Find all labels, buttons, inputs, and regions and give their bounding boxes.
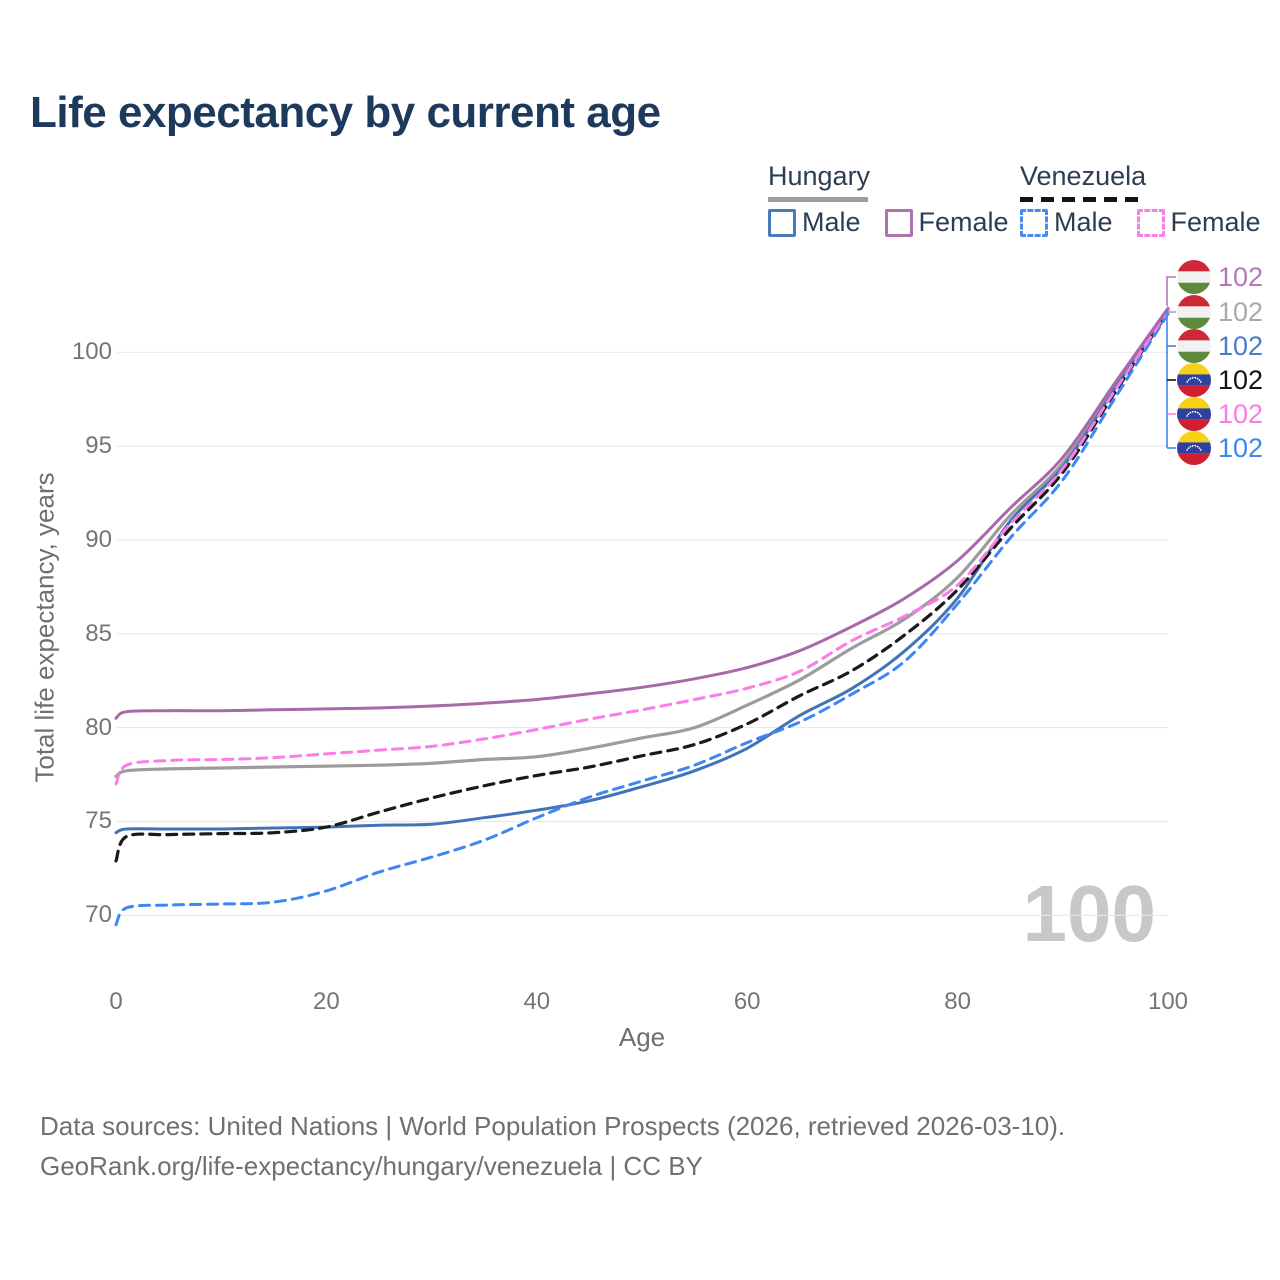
legend-venezuela-male-label[interactable]: Male [1054,207,1113,237]
y-tick-label-100: 100 [71,338,112,366]
x-axis-title: Age [618,1022,666,1052]
end-label-value-hu-female: 102 [1218,261,1264,292]
venezuela-flag-icon [1177,363,1211,397]
legend-swatch-venezuela-male[interactable] [1020,208,1048,237]
y-tick-label-85: 85 [85,619,112,647]
legend-swatch-hungary-female[interactable] [884,208,913,237]
data-source-line1: Data sources: United Nations | World Pop… [40,1111,1066,1141]
venezuela-flag-icon [1177,431,1211,465]
age-watermark: 100 [1022,869,1156,958]
legend-hungary-male-label[interactable]: Male [802,207,861,237]
x-tick-label-40: 40 [523,988,551,1015]
end-label-value-ve-total: 102 [1218,364,1264,395]
x-tick-label-0: 0 [109,988,123,1015]
venezuela-flag-icon [1177,397,1211,431]
legend-venezuela-line-sample [1020,197,1142,202]
series-line-hu-female[interactable] [114,306,1170,720]
y-tick-label-80: 80 [85,713,112,741]
legend-hungary-female-label[interactable]: Female [918,207,1009,237]
data-source-note: Data sources: United Nations | World Pop… [40,1106,1190,1187]
end-label-connector [1166,276,1176,306]
end-label-value-hu-male: 102 [1218,330,1264,361]
end-label-row-hu-total: 102 [1177,295,1263,329]
end-label-value-hu-total: 102 [1218,296,1264,327]
series-line-ve-female[interactable] [114,309,1170,786]
series-line-hu-male[interactable] [114,308,1170,835]
y-tick-label-90: 90 [85,525,112,553]
legend-hungary-line-sample [768,197,868,202]
y-tick-label-70: 70 [85,901,112,929]
end-label-row-ve-male: 102 [1177,431,1263,465]
x-tick-label-80: 80 [944,988,971,1015]
page-title: Life expectancy by current age [30,88,661,137]
legend-swatch-hungary-male[interactable] [768,208,796,237]
data-source-line2: GeoRank.org/life-expectancy/hungary/vene… [40,1151,703,1182]
end-label-value-ve-female: 102 [1218,398,1264,429]
legend-swatch-venezuela-female[interactable] [1136,208,1165,237]
end-label-row-hu-male: 102 [1177,329,1263,363]
series-line-ve-male[interactable] [114,312,1170,927]
end-label-row-ve-female: 102 [1177,397,1263,431]
end-label-value-ve-male: 102 [1218,432,1264,463]
series-line-ve-total[interactable] [114,310,1170,863]
legend-hungary-label[interactable]: Hungary [768,161,871,191]
end-label-row-hu-female: 102 [1177,260,1263,294]
x-tick-label-20: 20 [313,988,340,1015]
legend-hungary: Hungary Male Female [768,161,1018,237]
y-tick-label-75: 75 [85,807,112,835]
series-line-hu-total[interactable] [114,307,1170,778]
hungary-flag-icon [1177,329,1211,363]
y-tick-label-95: 95 [85,432,112,460]
x-tick-label-100: 100 [1147,988,1189,1015]
legend-venezuela: Venezuela Male Female [1020,161,1270,237]
hungary-flag-icon [1177,295,1211,329]
end-label-row-ve-total: 102 [1177,363,1263,397]
hungary-flag-icon [1177,260,1211,294]
legend-venezuela-label[interactable]: Venezuela [1020,161,1147,191]
y-axis-title: Total life expectancy, years [29,472,60,783]
legend-venezuela-female-label[interactable]: Female [1170,207,1261,237]
x-tick-label-60: 60 [733,988,761,1015]
